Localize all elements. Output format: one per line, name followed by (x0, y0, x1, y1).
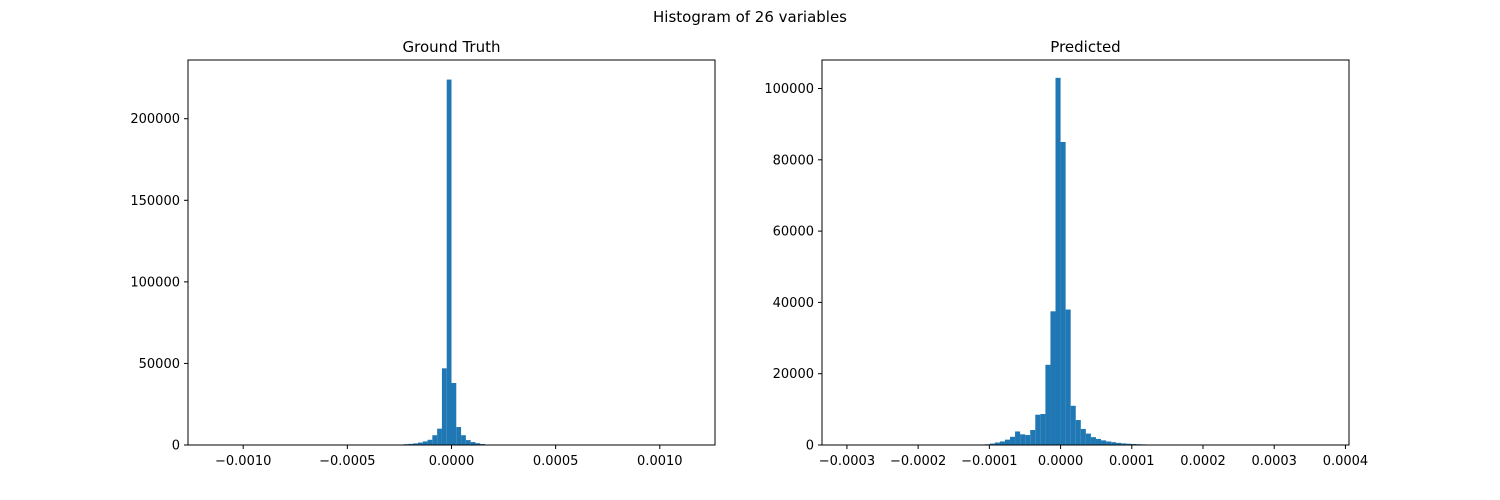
predicted-bar-19 (1080, 428, 1086, 445)
ground-truth-bar-13 (461, 435, 466, 445)
predicted-title: Predicted (1050, 38, 1120, 56)
predicted-xtick-label-7: 0.0004 (1323, 454, 1369, 469)
ground-truth-xtick-label-3: 0.0005 (533, 454, 579, 469)
ground-truth-bar-2 (408, 443, 414, 445)
predicted-x-axis: −0.0003 −0.0002 −0.0001 0.0000 0.0001 0.0002 0… (819, 445, 1368, 469)
ground-truth-ytick-label-2: 100000 (130, 275, 180, 290)
predicted-bar-13 (1050, 311, 1056, 445)
predicted-bar-3 (999, 441, 1005, 445)
ground-truth-bar-8 (437, 428, 442, 445)
ground-truth-bar-12 (456, 427, 462, 445)
ground-truth-bar-11 (451, 383, 457, 445)
predicted-y-axis: 0 20000 40000 60000 80000 100000 (764, 82, 822, 454)
ground-truth-ytick-label-1: 50000 (139, 357, 180, 372)
ground-truth-xtick-label-1: −0.0005 (319, 454, 375, 469)
predicted-bar-22 (1095, 438, 1102, 445)
predicted-bar-10 (1035, 414, 1041, 445)
predicted-bar-7 (1020, 434, 1026, 445)
ground-truth-bar-14 (465, 440, 471, 445)
ground-truth-xtick-label-0: −0.0010 (215, 454, 271, 469)
ground-truth-histogram: Ground Truth −0.0010 −0.0005 0.0000 0.0005 0… (130, 38, 716, 469)
predicted-bars (984, 77, 1177, 446)
predicted-xtick-label-6: 0.0003 (1251, 454, 1297, 469)
ground-truth-title: Ground Truth (403, 38, 501, 56)
ground-truth-ytick-label-3: 150000 (130, 194, 180, 209)
ground-truth-bar-9 (441, 368, 447, 445)
ground-truth-bar-6 (427, 439, 433, 445)
predicted-bar-9 (1030, 430, 1036, 445)
ground-truth-ytick-label-0: 0 (172, 439, 180, 454)
ground-truth-bar-10 (446, 79, 452, 446)
predicted-histogram: Predicted −0.0003 −0.0002 −0.0001 0.0000 0.0… (764, 38, 1368, 469)
predicted-ytick-label-5: 100000 (764, 82, 814, 97)
figure-title: Histogram of 26 variables (653, 8, 847, 26)
predicted-xtick-label-5: 0.0002 (1180, 454, 1226, 469)
predicted-ytick-label-2: 40000 (773, 296, 814, 311)
predicted-bar-27 (1121, 443, 1127, 445)
ground-truth-xtick-label-2: 0.0000 (429, 454, 475, 469)
ground-truth-bar-7 (432, 435, 438, 445)
predicted-ytick-label-1: 20000 (773, 367, 814, 382)
ground-truth-y-axis: 0 50000 100000 150000 200000 (130, 112, 188, 454)
predicted-bar-26 (1116, 442, 1122, 445)
predicted-bar-28 (1126, 443, 1132, 445)
predicted-bar-4 (1004, 439, 1011, 445)
ground-truth-x-axis: −0.0010 −0.0005 0.0000 0.0005 0.0010 (215, 445, 683, 469)
ground-truth-bar-3 (413, 443, 418, 445)
ground-truth-bar-5 (422, 441, 428, 445)
predicted-xtick-label-3: 0.0000 (1038, 454, 1084, 469)
predicted-bar-2 (994, 442, 1000, 445)
predicted-plot-frame (821, 59, 1350, 446)
predicted-bar-6 (1015, 431, 1021, 445)
predicted-bar-24 (1106, 441, 1112, 445)
predicted-ytick-label-3: 60000 (773, 225, 814, 240)
predicted-ytick-label-0: 0 (806, 439, 814, 454)
predicted-bar-18 (1075, 420, 1081, 445)
predicted-xtick-label-2: −0.0001 (961, 454, 1017, 469)
predicted-bar-25 (1111, 442, 1117, 445)
predicted-bar-8 (1025, 435, 1031, 445)
predicted-bar-1 (989, 443, 995, 445)
ground-truth-plot-frame (187, 59, 716, 446)
predicted-xtick-label-1: −0.0002 (890, 454, 946, 469)
predicted-ytick-label-4: 80000 (773, 153, 814, 168)
ground-truth-xtick-label-4: 0.0010 (637, 454, 683, 469)
ground-truth-bar-4 (417, 442, 423, 445)
predicted-bar-12 (1045, 364, 1051, 445)
predicted-bar-5 (1010, 436, 1016, 445)
predicted-xtick-label-0: −0.0003 (819, 454, 875, 469)
predicted-bar-17 (1070, 405, 1076, 445)
predicted-xtick-label-4: 0.0001 (1109, 454, 1155, 469)
ground-truth-bar-16 (475, 443, 481, 445)
predicted-bar-16 (1065, 309, 1071, 445)
predicted-bar-20 (1085, 433, 1091, 445)
predicted-bar-11 (1040, 413, 1046, 445)
predicted-bar-15 (1060, 141, 1066, 446)
ground-truth-bars (398, 79, 490, 446)
ground-truth-ytick-label-4: 200000 (130, 112, 180, 127)
predicted-bar-14 (1055, 77, 1061, 446)
predicted-bar-21 (1090, 437, 1096, 445)
predicted-bar-23 (1101, 440, 1107, 445)
ground-truth-bar-15 (470, 442, 476, 445)
